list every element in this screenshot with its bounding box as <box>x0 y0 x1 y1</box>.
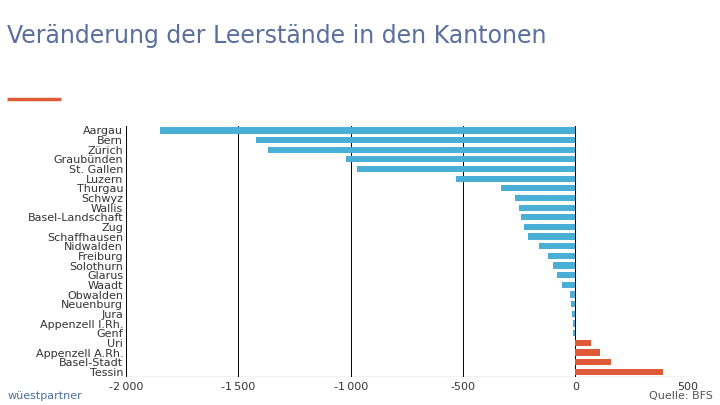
Bar <box>562 282 575 288</box>
Bar <box>515 195 575 201</box>
Bar <box>501 185 575 192</box>
Text: Veränderung der Leerstände in den Kantonen: Veränderung der Leerstände in den Kanton… <box>7 24 546 48</box>
Bar <box>549 253 575 259</box>
Bar <box>528 233 575 240</box>
Bar <box>575 340 591 346</box>
Bar <box>575 369 663 375</box>
Bar <box>553 262 575 269</box>
Bar <box>456 175 575 182</box>
Bar <box>572 311 575 317</box>
Bar <box>256 137 575 143</box>
Bar <box>557 272 575 278</box>
Bar <box>539 243 575 249</box>
Bar <box>346 156 575 162</box>
Text: Quelle: BFS: Quelle: BFS <box>649 391 713 401</box>
Bar <box>268 147 575 153</box>
Bar <box>519 205 575 211</box>
Bar <box>160 127 575 134</box>
Bar <box>523 224 575 230</box>
Bar <box>575 350 600 356</box>
Text: wüestpartner: wüestpartner <box>7 391 82 401</box>
Bar <box>574 330 575 336</box>
Bar <box>571 301 575 307</box>
Bar <box>573 320 575 327</box>
Bar <box>357 166 575 172</box>
Bar <box>575 359 611 365</box>
Bar <box>570 292 575 298</box>
Bar <box>521 214 575 220</box>
